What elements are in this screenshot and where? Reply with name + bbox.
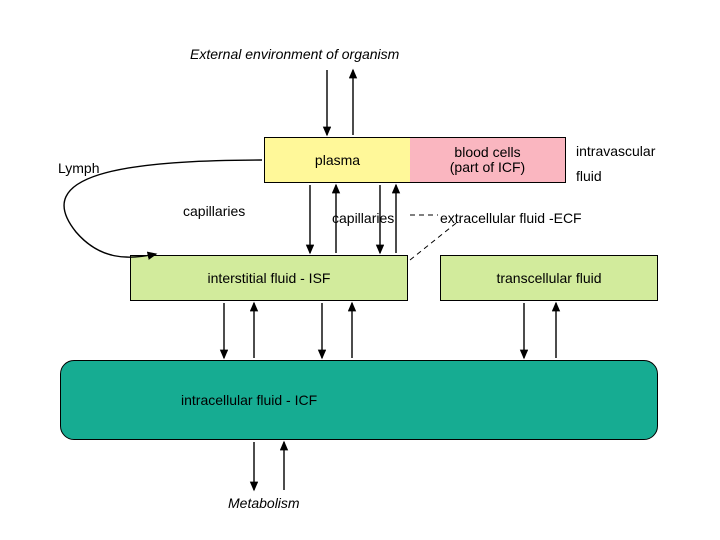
capillaries-label-1: capillaries (183, 203, 245, 219)
bloodcells-line2: (part of ICF) (450, 160, 525, 175)
transcellular-box: transcellular fluid (440, 255, 658, 301)
plasma-text: plasma (315, 152, 360, 168)
lymph-label: Lymph (58, 160, 100, 176)
plasma-box: plasma (264, 137, 410, 183)
isf-box: interstitial fluid - ISF (130, 255, 408, 301)
icf-text: intracellular fluid - ICF (181, 392, 317, 408)
trans-text: transcellular fluid (496, 270, 601, 286)
bloodcells-box: blood cells (part of ICF) (410, 137, 566, 183)
title-label: External environment of organism (190, 46, 399, 62)
isf-text: interstitial fluid - ISF (208, 270, 331, 286)
ecf-label: extracellular fluid -ECF (440, 210, 582, 226)
bloodcells-line1: blood cells (454, 145, 520, 160)
intravascular-label: intravascular (576, 143, 655, 159)
icf-box: intracellular fluid - ICF (60, 360, 658, 440)
fluid-label: fluid (576, 168, 602, 184)
metabolism-label: Metabolism (228, 495, 300, 511)
capillaries-label-2: capillaries (330, 210, 396, 226)
